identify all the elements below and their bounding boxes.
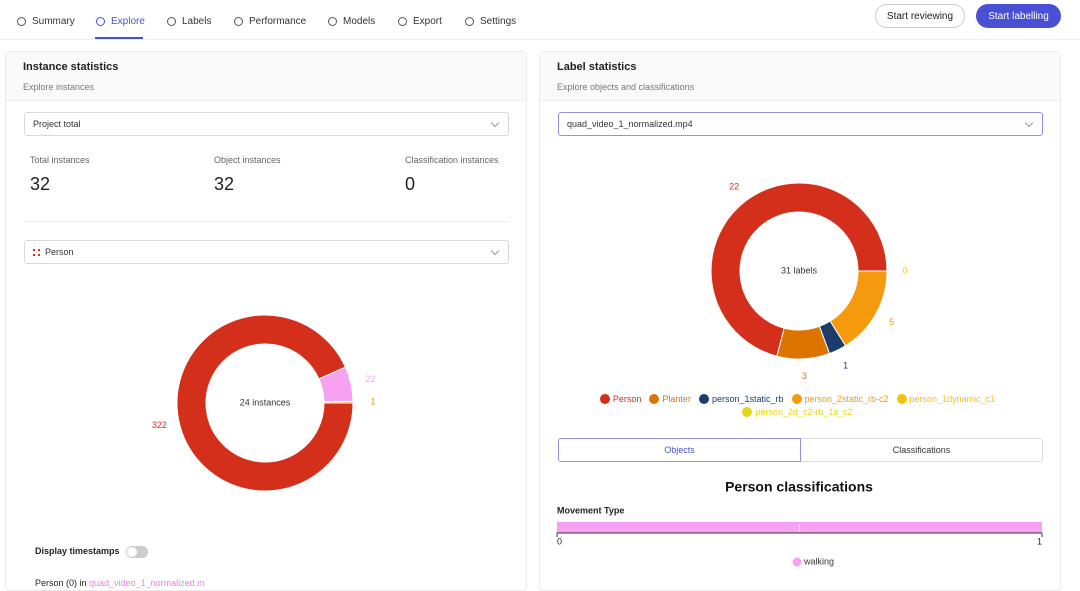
legend-label: person_2static_rb-c2	[804, 394, 889, 404]
footer: Person (0) in quad_video_1_normalized.m	[35, 578, 205, 588]
donut-segment	[818, 320, 847, 355]
legend-item: person_1dynamic_c1	[896, 394, 996, 404]
tab-label: Models	[343, 16, 376, 27]
legend-item: Planter	[649, 394, 691, 404]
legend-item: person_2static_rb-c2	[791, 394, 889, 404]
legend-swatch	[742, 407, 753, 417]
segment-label: 1	[843, 361, 848, 371]
icon	[33, 249, 40, 256]
legend: Person Planter person_1static_rb person_2st…	[585, 394, 1010, 417]
stat-label: Total instances	[30, 155, 90, 165]
segment-label: 322	[152, 420, 167, 430]
active-underline	[95, 37, 143, 39]
donut-center-label: 31 labels	[781, 265, 818, 275]
tab-label: Labels	[182, 16, 212, 27]
segment-label: 5	[889, 317, 894, 327]
category-label: Movement Type	[557, 505, 624, 515]
stat-label: Object instances	[214, 155, 281, 165]
select[interactable]: quad_video_1_normalized.mp4	[558, 112, 1043, 136]
legend-label: walking	[803, 556, 834, 566]
tab[interactable]: Summary	[17, 16, 75, 27]
legend-swatch	[896, 394, 907, 404]
segment-label: 22	[365, 374, 375, 384]
legend-item: person_2d_c2-rb_1s_c2	[742, 407, 853, 417]
x-tick-label: 1	[1037, 536, 1042, 546]
donut-segment	[176, 314, 354, 492]
donut-segment	[776, 325, 831, 360]
stat-value: 32	[214, 174, 235, 194]
bar	[557, 522, 1042, 533]
donut-segment	[710, 182, 888, 357]
legend-swatch	[599, 394, 610, 404]
legend-item: Person	[599, 394, 642, 404]
toggle[interactable]	[126, 546, 148, 558]
tab[interactable]: Settings	[465, 16, 516, 27]
donut-segment	[323, 400, 354, 404]
divider	[24, 221, 509, 222]
segment-label: 3	[802, 371, 807, 381]
tab[interactable]: Explore	[96, 16, 145, 27]
stat-label: Classification instances	[405, 155, 499, 165]
instance-panel: Instance statistics Explore instances Pr…	[5, 51, 527, 591]
footer-text: Person (0) in	[35, 578, 87, 588]
chart-title: Person classifications	[725, 479, 873, 495]
tab[interactable]: Labels	[167, 16, 211, 27]
bar-value-label: 1	[797, 524, 802, 533]
segment-label: 1	[370, 396, 375, 406]
select[interactable]: Person	[24, 240, 509, 264]
legend-label: Person	[612, 394, 642, 404]
panel-title: Label statistics	[557, 61, 637, 73]
legend-label: person_2d_c2-rb_1s_c2	[755, 407, 853, 417]
top-nav: Summary Explore Labels Performance Model…	[0, 0, 1080, 40]
label-panel: Label statistics Explore objects and cla…	[539, 51, 1061, 591]
legend-swatch	[791, 394, 802, 404]
stat-value: 0	[405, 174, 416, 194]
segment-tab[interactable]: Classifications	[801, 438, 1043, 462]
legend-swatch	[698, 394, 709, 404]
segment-label: 0	[902, 265, 907, 275]
donut-center-label: 24 instances	[240, 397, 291, 407]
segment-tab[interactable]: Objects	[558, 438, 801, 462]
legend-swatch	[649, 394, 660, 404]
button[interactable]: Start labelling	[976, 4, 1061, 28]
x-tick-label: 0	[557, 536, 562, 546]
stat-value: 32	[30, 174, 51, 194]
tab-label: Explore	[111, 16, 145, 27]
toggle-knob	[127, 547, 137, 557]
panel-subtitle: Explore instances	[23, 82, 95, 92]
donut-segment	[829, 270, 888, 347]
legend-label: Planter	[662, 394, 691, 404]
panel-header: Instance statistics Explore instances	[6, 52, 526, 101]
footer-link[interactable]: quad_video_1_normalized.m	[89, 578, 205, 588]
tab-label: Settings	[480, 16, 517, 27]
legend-label: person_1static_rb	[711, 394, 784, 404]
select[interactable]: Project total	[24, 112, 509, 136]
tab[interactable]: Export	[398, 16, 442, 27]
legend-label: person_1dynamic_c1	[909, 394, 996, 404]
tab[interactable]: Performance	[234, 16, 306, 27]
tab-label: Export	[413, 16, 442, 27]
panel-title: Instance statistics	[23, 61, 119, 73]
button[interactable]: Start reviewing	[875, 4, 965, 28]
panel-subtitle: Explore objects and classifications	[557, 82, 695, 92]
legend-swatch	[792, 557, 802, 567]
legend-item: person_1static_rb	[698, 394, 784, 404]
segment-label: 22	[729, 182, 739, 192]
select-text: Person	[45, 247, 74, 257]
tab-label: Performance	[249, 16, 307, 27]
tab[interactable]: Models	[328, 16, 375, 27]
toggle-label: Display timestamps	[35, 546, 120, 556]
tab-label: Summary	[32, 16, 75, 27]
panel-header: Label statistics Explore objects and cla…	[540, 52, 1060, 101]
